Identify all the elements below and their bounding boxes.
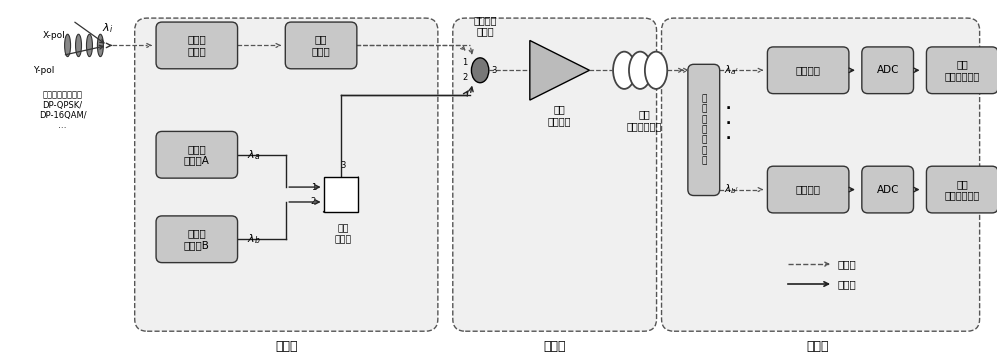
Text: 可调谐
激光器A: 可调谐 激光器A bbox=[184, 144, 210, 165]
Text: .: . bbox=[726, 128, 731, 142]
FancyBboxPatch shape bbox=[285, 22, 357, 69]
FancyBboxPatch shape bbox=[926, 166, 998, 213]
Text: Y-pol: Y-pol bbox=[33, 66, 54, 75]
Text: $\lambda_{a'}$: $\lambda_{a'}$ bbox=[724, 64, 738, 77]
Text: 光信号: 光信号 bbox=[838, 259, 857, 269]
Text: $\lambda_{b'}$: $\lambda_{b'}$ bbox=[724, 183, 739, 196]
FancyBboxPatch shape bbox=[862, 47, 914, 94]
Text: 中间级: 中间级 bbox=[543, 340, 566, 353]
Text: $\lambda_i$: $\lambda_i$ bbox=[102, 22, 113, 36]
FancyBboxPatch shape bbox=[453, 18, 657, 331]
Text: 1: 1 bbox=[462, 58, 468, 67]
Text: 保偏
高非线性光纤: 保偏 高非线性光纤 bbox=[627, 109, 662, 131]
Text: 数字
信号处理单元: 数字 信号处理单元 bbox=[945, 60, 980, 81]
FancyBboxPatch shape bbox=[156, 131, 238, 178]
Text: 3: 3 bbox=[341, 161, 346, 170]
Text: 窄带光
滤波器: 窄带光 滤波器 bbox=[187, 35, 206, 56]
Text: 可调谐
激光器B: 可调谐 激光器B bbox=[184, 229, 210, 250]
Ellipse shape bbox=[86, 34, 92, 56]
Text: .: . bbox=[726, 113, 731, 127]
Ellipse shape bbox=[65, 34, 71, 56]
Ellipse shape bbox=[629, 51, 651, 89]
FancyBboxPatch shape bbox=[156, 22, 238, 69]
Text: 1: 1 bbox=[311, 182, 316, 192]
Text: ADC: ADC bbox=[876, 185, 899, 195]
Text: 第二级: 第二级 bbox=[807, 340, 829, 353]
Ellipse shape bbox=[76, 34, 82, 56]
Text: 2: 2 bbox=[311, 197, 316, 207]
FancyBboxPatch shape bbox=[688, 64, 720, 196]
Ellipse shape bbox=[613, 51, 635, 89]
Bar bbox=[324, 177, 358, 212]
Text: 相干检测: 相干检测 bbox=[796, 185, 821, 195]
Text: 偏振
合束器: 偏振 合束器 bbox=[335, 225, 352, 244]
Text: .: . bbox=[726, 98, 731, 112]
FancyBboxPatch shape bbox=[156, 216, 238, 263]
FancyBboxPatch shape bbox=[662, 18, 980, 331]
Text: $\lambda_b$: $\lambda_b$ bbox=[247, 233, 260, 246]
Text: 偏振
控制器: 偏振 控制器 bbox=[312, 35, 330, 56]
Ellipse shape bbox=[645, 51, 667, 89]
FancyBboxPatch shape bbox=[767, 166, 849, 213]
Text: 电信号: 电信号 bbox=[838, 279, 857, 289]
Text: $\lambda_a$: $\lambda_a$ bbox=[247, 148, 260, 162]
Ellipse shape bbox=[471, 58, 489, 83]
Text: 相干检测: 相干检测 bbox=[796, 65, 821, 75]
Text: ADC: ADC bbox=[876, 65, 899, 75]
FancyBboxPatch shape bbox=[926, 47, 998, 94]
FancyBboxPatch shape bbox=[767, 47, 849, 94]
Text: 保偏
光放大器: 保偏 光放大器 bbox=[548, 104, 571, 126]
Text: X-pol: X-pol bbox=[43, 31, 65, 40]
Text: 数字
信号处理单元: 数字 信号处理单元 bbox=[945, 179, 980, 200]
FancyBboxPatch shape bbox=[862, 166, 914, 213]
FancyBboxPatch shape bbox=[135, 18, 438, 331]
Text: 超高速相干光信号
DP-QPSK/
DP-16QAM/
…: 超高速相干光信号 DP-QPSK/ DP-16QAM/ … bbox=[39, 90, 86, 130]
Text: 第一级: 第一级 bbox=[275, 340, 298, 353]
Text: 3: 3 bbox=[491, 66, 496, 75]
Ellipse shape bbox=[97, 34, 103, 56]
Text: 保偏光纤
耦合器: 保偏光纤 耦合器 bbox=[473, 15, 497, 36]
Text: 2: 2 bbox=[462, 73, 468, 82]
Polygon shape bbox=[530, 40, 589, 100]
Text: 偏
振
复
用
分
束
器: 偏 振 复 用 分 束 器 bbox=[701, 94, 706, 166]
